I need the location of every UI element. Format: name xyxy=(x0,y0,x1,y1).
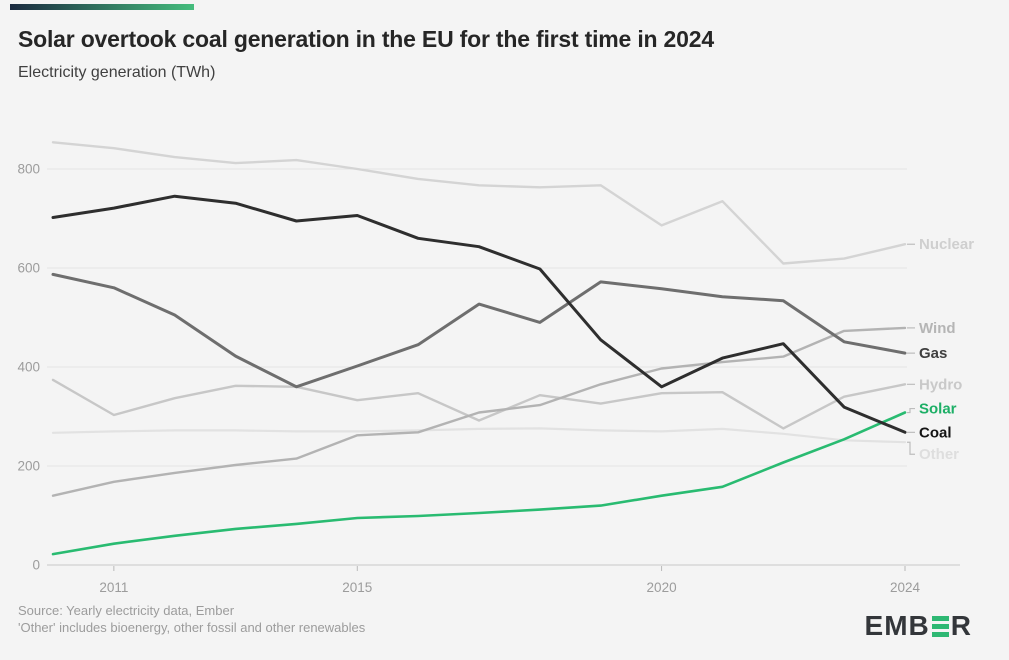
logo-text-right: R xyxy=(950,610,972,641)
series-leader-other xyxy=(907,441,915,455)
series-label-hydro: Hydro xyxy=(919,376,962,393)
series-line-gas xyxy=(51,272,907,389)
series-line-nuclear xyxy=(51,141,907,265)
x-tick-label: 2011 xyxy=(99,580,128,595)
series-label-coal: Coal xyxy=(919,424,952,441)
logo-e-bar xyxy=(931,631,949,637)
series-line-wind xyxy=(51,326,907,497)
ember-logo: EMB R xyxy=(864,610,972,641)
y-tick-label: 200 xyxy=(17,459,40,474)
source-line-2: 'Other' includes bioenergy, other fossil… xyxy=(18,620,366,635)
y-tick-label: 400 xyxy=(17,360,40,375)
logo-text-left: EMB xyxy=(864,610,930,641)
accent-bar xyxy=(10,4,194,10)
series-label-wind: Wind xyxy=(919,320,956,337)
y-tick-label: 800 xyxy=(17,162,40,177)
series-line-other xyxy=(51,427,907,444)
source-note: Source: Yearly electricity data, Ember '… xyxy=(18,602,365,636)
series-line-coal xyxy=(51,194,907,434)
chart-subtitle: Electricity generation (TWh) xyxy=(18,64,216,81)
y-tick-label: 600 xyxy=(17,261,40,276)
x-tick-label: 2020 xyxy=(647,580,677,595)
series-label-gas: Gas xyxy=(919,345,947,362)
series-label-nuclear: Nuclear xyxy=(919,236,974,253)
x-tick-label: 2024 xyxy=(890,580,921,595)
y-tick-label: 0 xyxy=(32,558,40,573)
series-label-other: Other xyxy=(919,446,959,463)
logo-e-bar xyxy=(931,623,949,629)
series-line-solar xyxy=(51,411,907,556)
page-title: Solar overtook coal generation in the EU… xyxy=(18,26,714,52)
series-leader-solar xyxy=(907,407,915,414)
series-label-solar: Solar xyxy=(919,401,957,418)
logo-e-bar xyxy=(931,615,949,621)
series-line-hydro xyxy=(51,378,907,430)
x-tick-label: 2015 xyxy=(342,580,372,595)
source-line-1: Source: Yearly electricity data, Ember xyxy=(18,603,235,618)
logo-green-e-icon xyxy=(931,615,949,637)
